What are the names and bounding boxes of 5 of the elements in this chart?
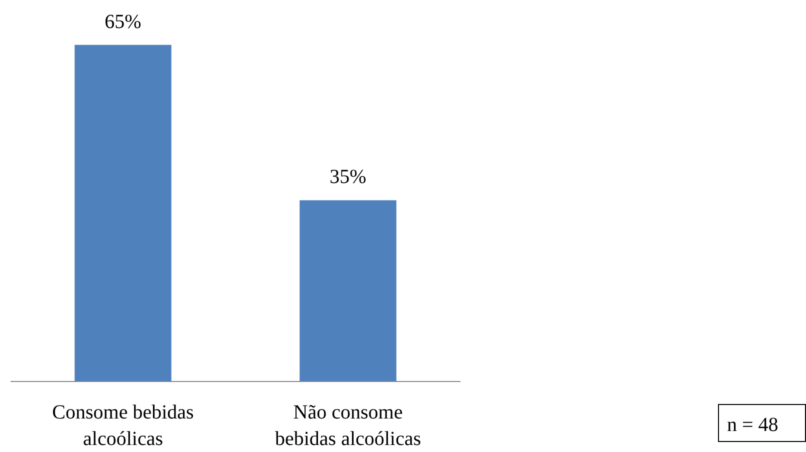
x-tick-label: Não consome bebidas alcoólicas	[274, 402, 422, 450]
data-label: 35%	[330, 166, 366, 188]
x-tick-label: Consome bebidas alcoólicas	[52, 402, 194, 450]
data-label: 65%	[104, 10, 142, 33]
text: n = 48	[727, 413, 778, 438]
